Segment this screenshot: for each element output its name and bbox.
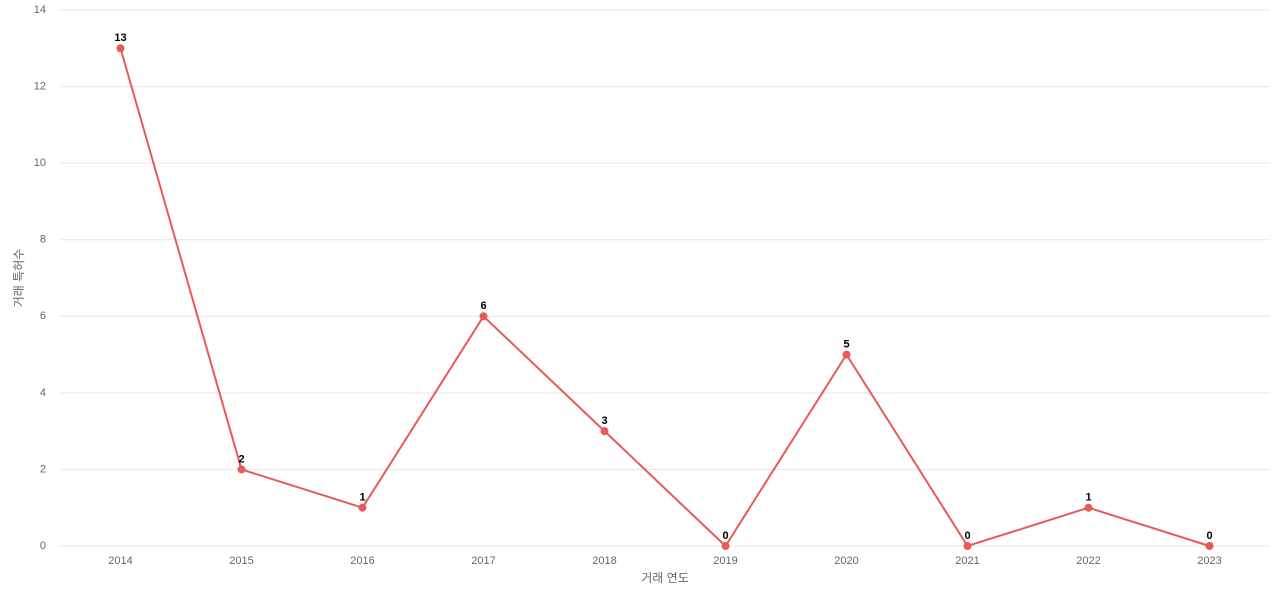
y-tick-label: 12 (34, 80, 46, 92)
data-point (842, 350, 851, 359)
x-tick-label: 2022 (1076, 555, 1100, 567)
data-point (116, 44, 125, 53)
data-point (479, 312, 488, 321)
data-point (963, 542, 972, 550)
y-tick-label: 14 (34, 4, 46, 16)
data-label: 2 (238, 453, 244, 465)
y-axis-title: 거래 특허수 (12, 249, 26, 308)
x-tick-label: 2014 (108, 555, 132, 567)
data-point (358, 503, 367, 512)
data-label: 0 (1206, 530, 1212, 542)
data-label: 13 (114, 32, 126, 44)
y-tick-label: 0 (40, 540, 46, 552)
data-point (1205, 542, 1214, 550)
y-tick-label: 6 (40, 310, 46, 322)
x-tick-label: 2020 (834, 555, 858, 567)
x-tick-label: 2023 (1197, 555, 1221, 567)
data-label: 0 (964, 530, 970, 542)
data-label: 1 (1085, 492, 1091, 504)
data-label: 6 (480, 300, 486, 312)
data-line (119, 48, 1210, 548)
data-label: 5 (843, 338, 849, 350)
x-axis-title: 거래 연도 (641, 571, 689, 585)
data-point (600, 427, 609, 436)
y-tick-label: 4 (40, 387, 46, 399)
y-tick-label: 2 (40, 463, 46, 475)
x-tick-label: 2018 (592, 555, 616, 567)
y-tick-label: 10 (34, 157, 46, 169)
data-point (237, 465, 246, 474)
x-tick-label: 2016 (350, 555, 374, 567)
data-label: 3 (601, 415, 607, 427)
data-point (1084, 503, 1093, 512)
y-tick-label: 8 (40, 234, 46, 246)
data-label: 0 (722, 530, 728, 542)
data-label: 1 (359, 492, 365, 504)
data-point (721, 542, 730, 550)
x-tick-label: 2021 (955, 555, 979, 567)
x-tick-label: 2019 (713, 555, 737, 567)
x-tick-label: 2015 (229, 555, 253, 567)
x-tick-label: 2017 (471, 555, 495, 567)
